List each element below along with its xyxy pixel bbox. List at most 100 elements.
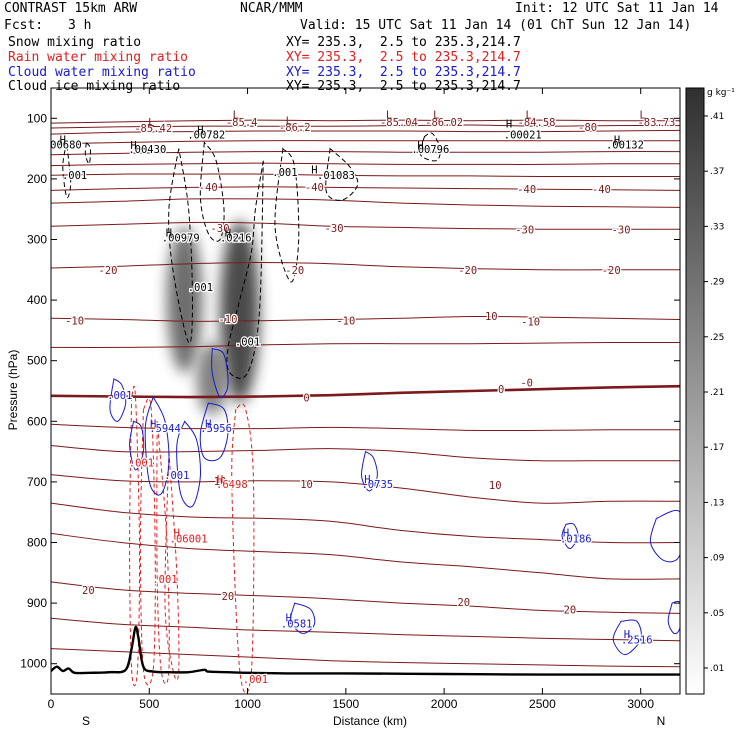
cloud-water-contour-6 xyxy=(361,450,378,492)
legend-cloud-water-name: Cloud water mixing ratio xyxy=(8,65,196,80)
terrain-line xyxy=(51,625,680,676)
contour-label-53: .6498 xyxy=(216,479,248,491)
snow-contour-7 xyxy=(419,132,441,162)
cloud-water-contour-11 xyxy=(667,600,680,635)
high-marker-3: H xyxy=(417,140,423,152)
colorbar-tick-label-9: .37 xyxy=(710,167,724,177)
rain-contour-2 xyxy=(156,421,170,685)
contour-label-39: .00021 xyxy=(504,129,542,141)
temperature-contour-20 xyxy=(51,617,680,642)
high-marker-9: H xyxy=(150,418,156,430)
contour-label-46: .001 xyxy=(188,282,213,294)
cloud-water-contour-4 xyxy=(199,402,229,462)
contour-label-41: .001 xyxy=(62,170,87,182)
snow-contour-5 xyxy=(274,147,300,283)
contour-label-14: -30 xyxy=(515,224,534,236)
contour-label-2: -86.2 xyxy=(279,122,311,134)
y-tick-label-7: 800 xyxy=(27,536,47,550)
contour-label-58: .0581 xyxy=(281,618,313,630)
contour-label-37: .00782 xyxy=(187,129,225,141)
low-marker-4: L xyxy=(433,109,439,121)
legend-rain-name: Rain water mixing ratio xyxy=(8,50,189,65)
legend-snow-xy: XY= 235.3, 2.5 to 235.3,214.7 xyxy=(286,35,521,50)
contour-label-29: 10 xyxy=(300,479,313,491)
contour-label-17: -20 xyxy=(285,265,304,277)
high-marker-6: H xyxy=(311,164,317,176)
temperature-contour-8 xyxy=(51,198,680,208)
contour-label-11: -40 xyxy=(592,184,611,196)
legend-cloud-ice-name: Cloud ice mixing ratio xyxy=(8,79,181,94)
legend-cloud-ice-xy: XY= 235.3, 2.5 to 235.3,214.7 xyxy=(286,79,521,94)
y-tick-label-9: 1000 xyxy=(20,657,47,671)
temperature-contour-15 xyxy=(51,445,680,462)
y-tick-label-4: 500 xyxy=(27,354,47,368)
contour-label-44: .00979 xyxy=(162,232,200,244)
high-marker-16: H xyxy=(624,629,630,641)
contour-label-43: .01083 xyxy=(317,170,355,182)
cloud-water-contour-2 xyxy=(144,395,170,496)
low-marker-1: L xyxy=(233,109,239,121)
y-tick-label-3: 400 xyxy=(27,293,47,307)
high-marker-5: H xyxy=(614,135,620,147)
contour-label-47: .001 xyxy=(235,337,260,349)
high-marker-4: H xyxy=(506,118,512,130)
contour-label-28: 10 xyxy=(214,476,227,488)
high-marker-12: H xyxy=(364,474,370,486)
contour-label-50: .5956 xyxy=(200,423,232,435)
temperature-contour-16 xyxy=(51,474,680,504)
contour-label-55: .06001 xyxy=(170,533,208,545)
temperature-contour-14 xyxy=(51,423,680,432)
contour-label-35: .00680 xyxy=(44,140,82,152)
valid-time: Valid: 15 UTC Sat 11 Jan 14 (01 ChT Sun … xyxy=(300,18,692,33)
high-marker-7: H xyxy=(166,227,172,239)
contour-label-57: .001 xyxy=(152,574,177,586)
colorbar-tick-label-8: .33 xyxy=(710,222,724,232)
contour-label-15: -30 xyxy=(612,224,631,236)
contour-label-22: -10 xyxy=(336,315,355,327)
cloud-water-contour-0 xyxy=(109,377,127,422)
colorbar-scale xyxy=(685,87,705,695)
low-marker-0: L xyxy=(148,117,154,129)
contour-label-33: 20 xyxy=(457,597,470,609)
contour-label-4: -86.02 xyxy=(425,117,463,129)
temperature-contour-12 xyxy=(51,341,680,348)
temperature-contour-21 xyxy=(51,648,680,668)
contour-label-20: -10 xyxy=(65,315,84,327)
colorbar-tick-label-5: .21 xyxy=(710,388,724,398)
cloud-water-contour-3 xyxy=(176,420,202,508)
colorbar-tick-label-6: .25 xyxy=(710,333,724,343)
contour-label-26: 0 xyxy=(498,384,504,396)
contour-label-48: .001 xyxy=(107,390,132,402)
rain-contour-4 xyxy=(231,403,255,694)
fcst-value: 3 h xyxy=(68,18,92,33)
high-marker-14: H xyxy=(563,527,569,539)
x-tick-label-4: 2000 xyxy=(431,697,458,711)
temperature-contour-17 xyxy=(51,502,680,544)
y-tick-label-6: 700 xyxy=(27,475,47,489)
snow-contour-2 xyxy=(168,148,194,344)
y-tick-label-8: 900 xyxy=(27,596,47,610)
rain-contour-3 xyxy=(164,451,180,681)
direction-south: S xyxy=(82,714,90,728)
rain-contour-1 xyxy=(139,398,156,686)
cloud-water-contour-1 xyxy=(129,420,145,471)
contour-label-36: .00430 xyxy=(128,144,166,156)
snow-contour-3 xyxy=(199,140,225,242)
x-tick-label-0: 0 xyxy=(48,697,55,711)
contour-label-13: -30 xyxy=(325,223,344,235)
contour-label-25: 0 xyxy=(303,392,309,404)
x-tick-label-1: 500 xyxy=(139,697,159,711)
y-tick-label-5: 600 xyxy=(27,414,47,428)
contour-label-24: -10 xyxy=(521,317,540,329)
contour-label-23: 10 xyxy=(485,311,498,323)
contour-label-54: .0735 xyxy=(361,479,393,491)
snow-contour-0 xyxy=(62,142,72,199)
snow-contour-4 xyxy=(226,160,264,379)
high-marker-2: H xyxy=(197,124,203,136)
model-title: CONTRAST 15km ARW xyxy=(4,1,138,16)
snow-contour-6 xyxy=(325,147,359,201)
high-marker-0: H xyxy=(60,135,66,147)
contour-label-38: .00796 xyxy=(411,144,449,156)
contour-label-6: -80 xyxy=(578,122,597,134)
x-tick-label-2: 1000 xyxy=(234,697,261,711)
